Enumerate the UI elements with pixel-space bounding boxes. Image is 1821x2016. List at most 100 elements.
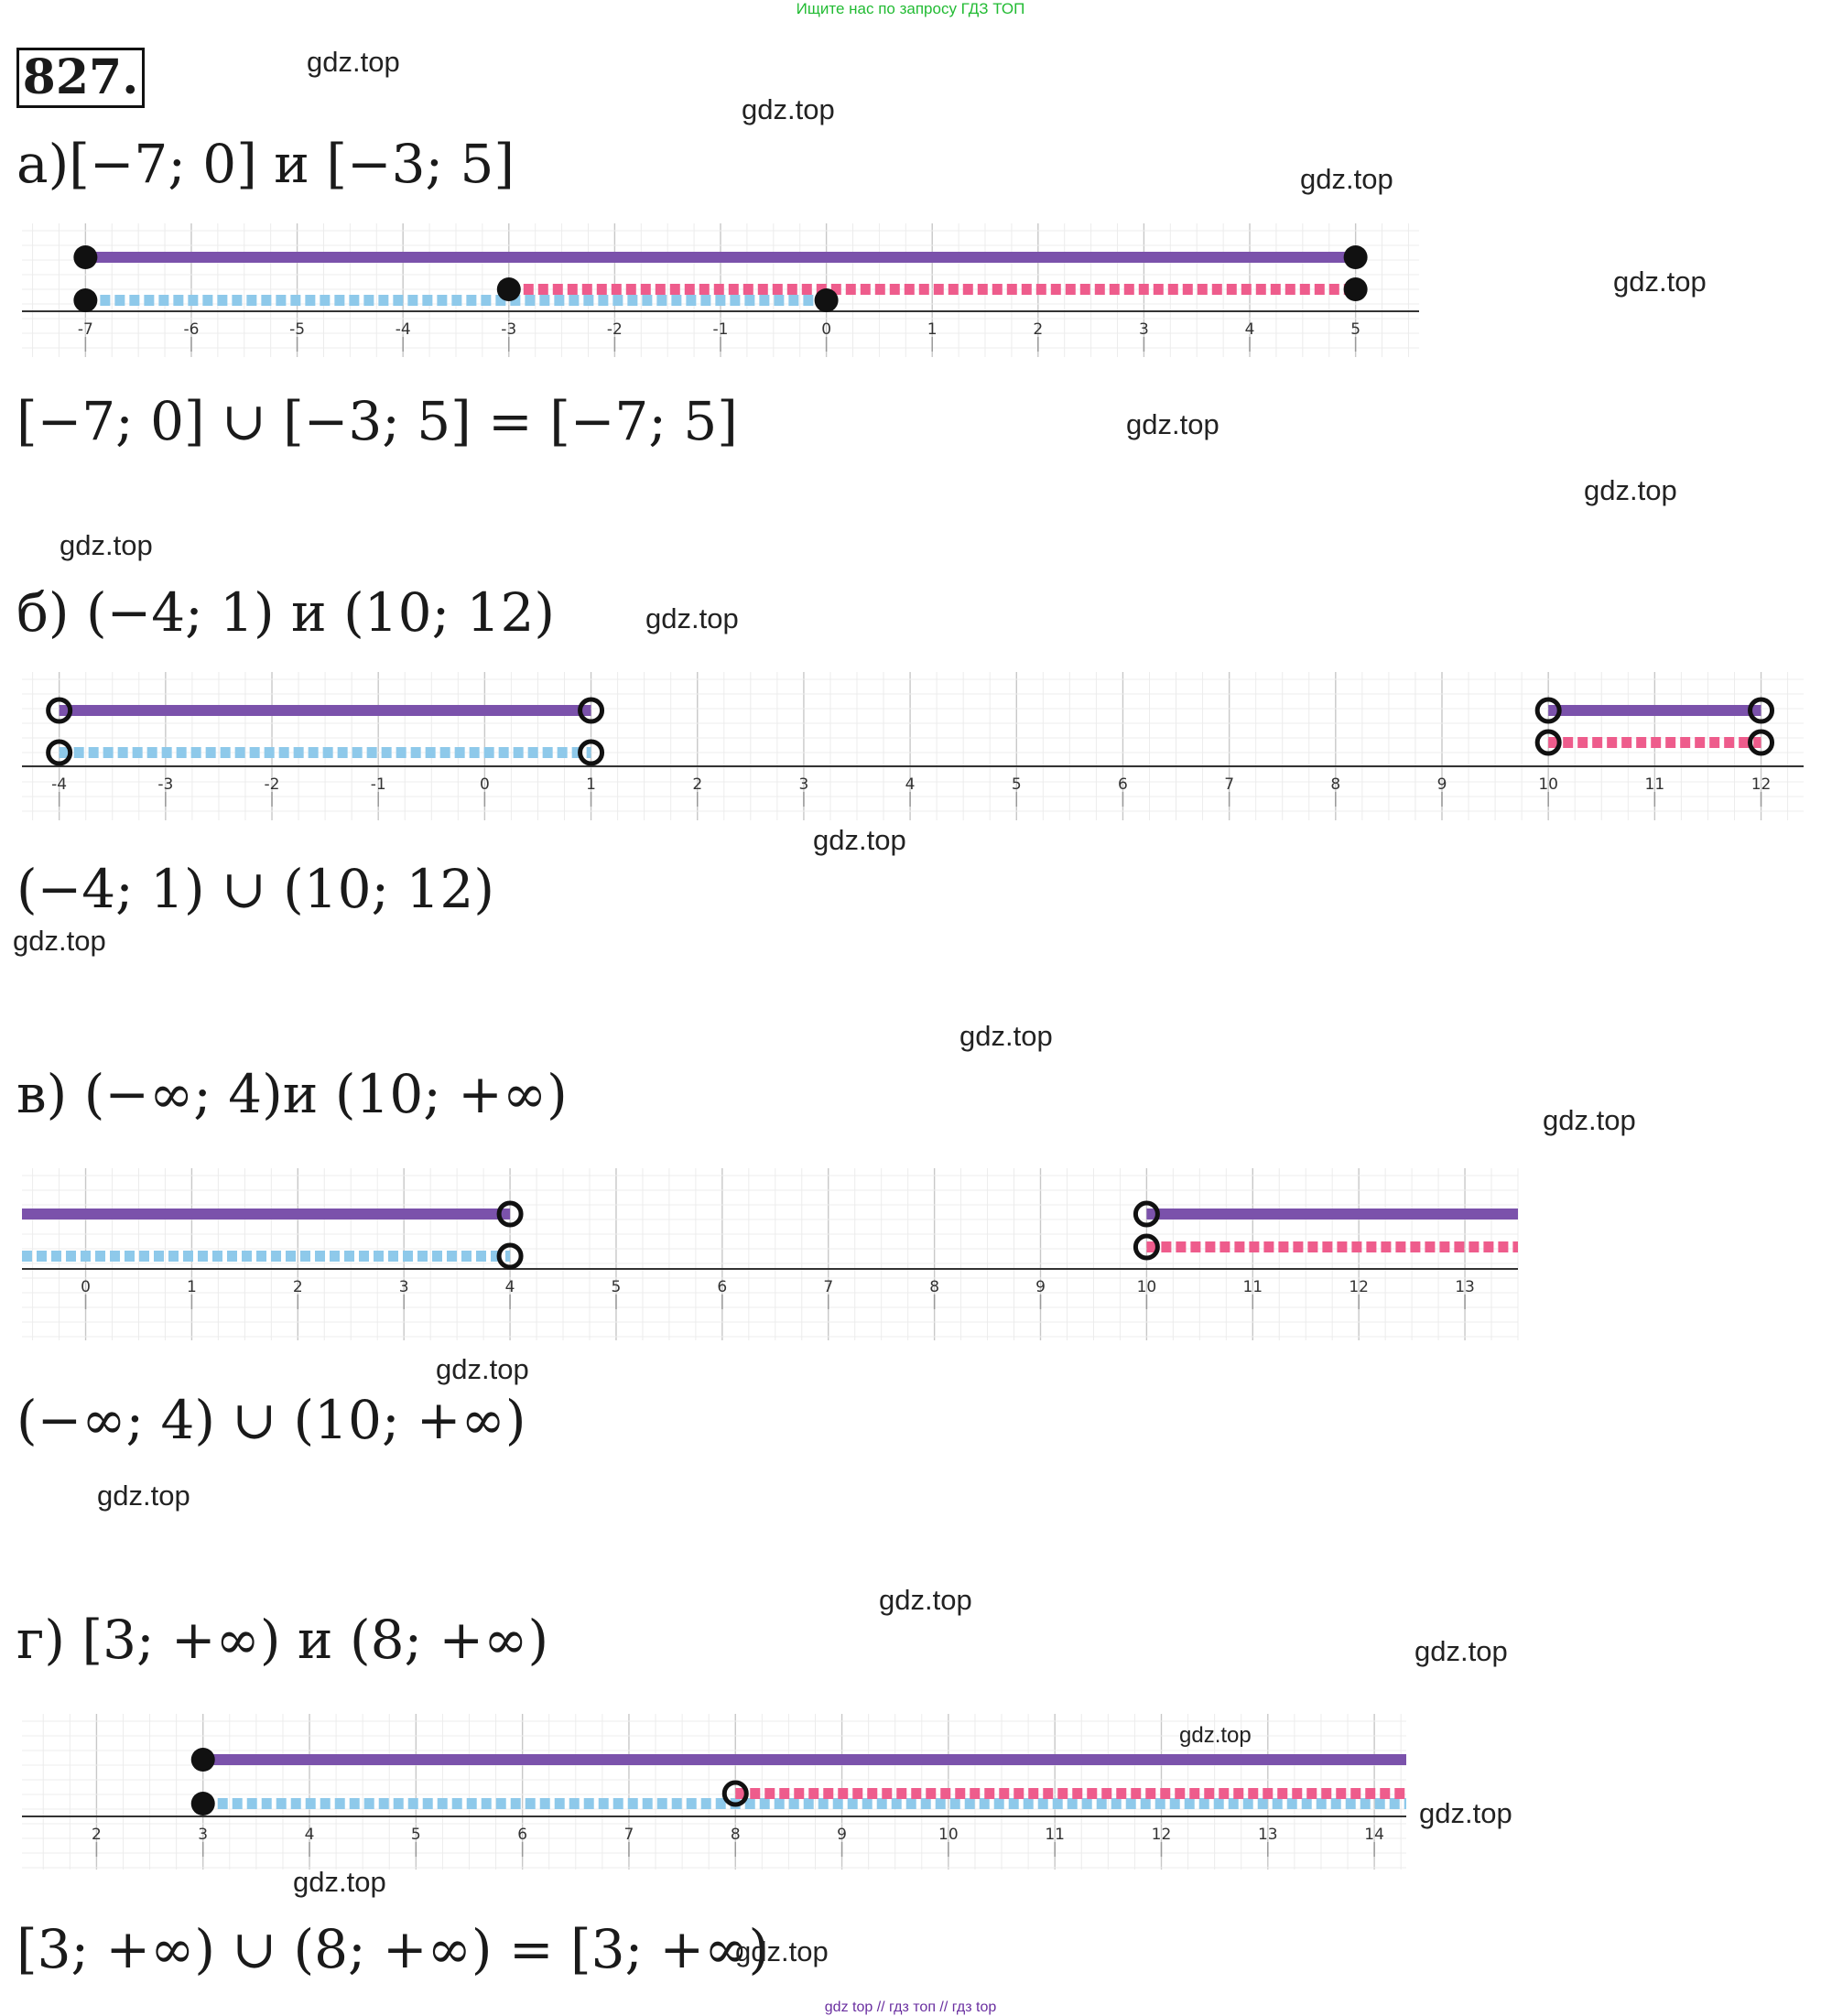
watermark: gdz.top [436,1353,529,1385]
first-open-point [46,739,73,766]
first-closed-point [190,1792,215,1815]
second-open-point [721,1780,749,1807]
watermark: gdz.top [735,1935,829,1967]
axis-tick-label: 3 [1139,320,1149,339]
axis-tick-label: 4 [505,1278,515,1296]
watermark: gdz.top [60,529,153,561]
axis-tick-label: 14 [1364,1826,1384,1844]
union-open-point [1133,1200,1160,1228]
union-open-point [1534,697,1562,724]
part-b-result: (−4; 1) ∪ (10; 12) [16,858,494,920]
watermark: gdz.top [13,925,106,957]
axis-tick-label: -1 [713,320,729,339]
first-closed-point [73,288,98,312]
axis-tick-label: 9 [1035,1278,1046,1296]
axis-tick-label: 5 [411,1826,421,1844]
axis-tick-label: 6 [717,1278,727,1296]
watermark: gdz.top [1584,474,1677,506]
axis-tick-label: -2 [607,320,623,339]
axis-tick-label: 2 [293,1278,303,1296]
part-d-number-line: 2 3 4 5 6 7 8 9 10 11 12 13 14 [22,1714,1406,1870]
axis-tick-label: 3 [198,1826,208,1844]
axis-tick-label: 11 [1045,1826,1065,1844]
second-open-point [1534,729,1562,756]
watermark: gdz.top [1126,408,1219,440]
watermark: gdz.top [1419,1797,1512,1829]
axis-tick-label: -3 [501,320,516,339]
union-closed-point [1343,245,1368,269]
axis-tick-label: 9 [837,1826,847,1844]
union-open-point [1748,697,1775,724]
axis-tick-label: 10 [1538,775,1558,794]
watermark: gdz.top [1543,1104,1636,1136]
union-open-point [496,1200,524,1228]
watermark: gdz.top [97,1479,190,1512]
problem-number: 827. [16,48,145,108]
axis-tick-label: 11 [1645,775,1665,794]
part-a-title: а)[−7; 0] и [−3; 5] [16,133,515,195]
axis-tick-label: 10 [938,1826,959,1844]
watermark: gdz.top [813,824,906,856]
axis-tick-label: 4 [305,1826,315,1844]
axis-tick-label: 10 [1137,1278,1157,1296]
axis-tick-label: 0 [480,775,490,794]
axis-tick-label: 6 [1118,775,1128,794]
watermark: gdz.top [1300,163,1393,195]
axis-tick-label: 8 [929,1278,939,1296]
axis-tick-label: 5 [1350,320,1360,339]
axis-tick-label: -4 [51,775,67,794]
part-c-number-line: 0 1 2 3 4 5 6 7 8 9 10 11 12 13 [22,1168,1519,1340]
part-b-title: б) (−4; 1) и (10; 12) [16,581,555,644]
axis-tick-label: -6 [183,320,199,339]
axis-tick-label: 7 [624,1826,634,1844]
part-a-number-line: -7 -6 -5 -4 -3 -2 -1 0 1 2 3 4 5 [22,223,1419,357]
union-open-point [578,697,605,724]
axis-tick-label: 1 [586,775,596,794]
axis-tick-label: 2 [1033,320,1043,339]
part-a-result: [−7; 0] ∪ [−3; 5] = [−7; 5] [16,390,738,452]
axis-tick-label: -5 [289,320,305,339]
union-closed-point [190,1748,215,1772]
watermark: gdz.top [742,93,835,125]
watermark: gdz.top [1179,1723,1252,1748]
axis-tick-label: 2 [692,775,702,794]
axis-tick-label: 7 [823,1278,833,1296]
axis-tick-label: -1 [371,775,386,794]
union-closed-point [73,245,98,269]
axis-tick-label: 1 [927,320,938,339]
axis-tick-label: 8 [1330,775,1340,794]
axis-tick-label: 4 [905,775,916,794]
axis-tick-label: -2 [265,775,280,794]
axis-tick-label: 12 [1751,775,1772,794]
axis-tick-label: 11 [1242,1278,1263,1296]
axis-tick-label: 0 [821,320,831,339]
second-closed-point [1343,277,1368,301]
axis-tick-label: 3 [399,1278,409,1296]
axis-tick-label: 7 [1224,775,1234,794]
axis-tick-label: 13 [1455,1278,1475,1296]
part-b-number-line: -4 -3 -2 -1 0 1 2 3 4 5 6 7 8 9 10 11 12 [22,672,1804,820]
second-open-point [1748,729,1775,756]
axis-tick-label: 5 [612,1278,622,1296]
axis-tick-label: 13 [1258,1826,1278,1844]
axis-tick-label: -7 [78,320,93,339]
part-d-result: [3; +∞) ∪ (8; +∞) = [3; +∞) [16,1918,770,1980]
axis-tick-label: 5 [1012,775,1022,794]
part-d-title: г) [3; +∞) и (8; +∞) [16,1609,549,1671]
watermark: gdz.top [1613,266,1707,298]
watermark: gdz.top [879,1584,972,1616]
first-open-point [496,1242,524,1270]
axis-tick-label: 3 [799,775,809,794]
watermark: gdz.top [1415,1635,1508,1667]
axis-tick-label: 2 [92,1826,102,1844]
axis-tick-label: 9 [1437,775,1447,794]
part-c-title: в) (−∞; 4)и (10; +∞) [16,1063,568,1125]
axis-tick-label: -3 [157,775,173,794]
search-hint-link[interactable]: Ищите нас по запросу ГДЗ ТОП [796,0,1025,17]
part-c-result: (−∞; 4) ∪ (10; +∞) [16,1389,526,1451]
first-open-point [578,739,605,766]
footer-links[interactable]: gdz top // гдз топ // гдз top [824,2000,997,2015]
watermark: gdz.top [307,46,400,78]
second-closed-point [496,277,521,301]
watermark: gdz.top [293,1866,386,1898]
